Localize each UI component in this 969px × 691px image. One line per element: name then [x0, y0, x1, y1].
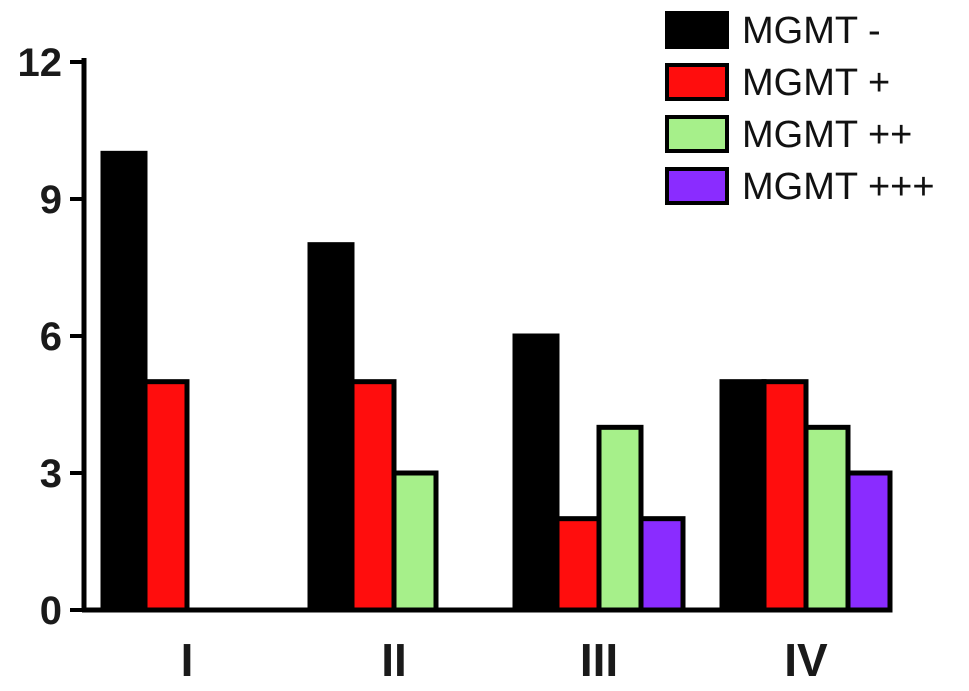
bar-iii-series-3 — [596, 424, 644, 613]
x-tick-label: IV — [784, 634, 828, 686]
legend-label-4: MGMT +++ — [742, 166, 935, 208]
bar-iv-series-2 — [761, 379, 809, 613]
bar-i-series-2 — [142, 379, 190, 613]
y-tick-label: 6 — [40, 315, 62, 359]
bar-ii-series-3 — [391, 470, 439, 613]
y-tick-label: 0 — [40, 589, 62, 633]
legend-label-1: MGMT - — [742, 10, 881, 52]
x-tick-label: III — [580, 634, 618, 686]
x-ticks-group: I II III IV — [181, 634, 828, 686]
x-tick-label: I — [181, 634, 194, 686]
legend: MGMT - MGMT + MGMT ++ MGMT +++ — [665, 10, 935, 208]
legend-label-2: MGMT + — [742, 62, 890, 104]
legend-swatch-2 — [665, 63, 729, 101]
bar-iii-series-4 — [638, 516, 686, 613]
y-ticks-group: 0 3 6 9 12 — [18, 41, 84, 633]
bar-ii-series-1 — [307, 242, 355, 613]
bar-iv-series-4 — [845, 470, 893, 613]
y-tick-label: 9 — [40, 178, 62, 222]
bar-iv-series-3 — [803, 424, 851, 613]
legend-label-3: MGMT ++ — [742, 114, 912, 156]
x-tick-label: II — [381, 634, 407, 686]
bar-iv-series-1 — [719, 379, 767, 613]
y-tick-label: 12 — [18, 41, 63, 85]
bars-group — [100, 150, 893, 613]
bar-iii-series-2 — [554, 516, 602, 613]
legend-swatch-1 — [665, 11, 729, 49]
bar-i-series-1 — [100, 150, 148, 613]
bar-ii-series-2 — [349, 379, 397, 613]
bar-iii-series-1 — [512, 333, 560, 613]
legend-swatch-4 — [665, 167, 729, 205]
y-tick-label: 3 — [40, 452, 62, 496]
legend-swatch-3 — [665, 115, 729, 153]
